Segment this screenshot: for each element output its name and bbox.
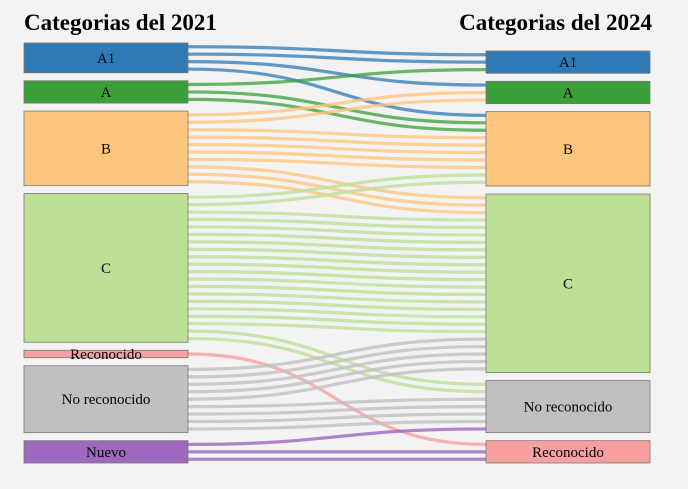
node-label: No reconocido	[62, 392, 151, 408]
flow-link	[187, 165, 487, 200]
node-label: C	[101, 261, 111, 277]
flow-link	[187, 367, 487, 401]
flow-link	[187, 352, 487, 386]
flow-link	[187, 322, 487, 334]
flow-link	[187, 90, 487, 125]
right-node-a1: A1	[485, 50, 651, 74]
flow-link	[187, 344, 487, 379]
flow-link	[187, 150, 487, 162]
node-label: B	[563, 142, 573, 158]
flow-link	[187, 292, 487, 304]
flow-link	[187, 412, 487, 424]
left-node-c: C	[23, 193, 189, 343]
flow-link	[187, 352, 487, 446]
flow-link	[187, 262, 487, 274]
node-rect	[485, 193, 651, 373]
node-label: B	[101, 141, 111, 157]
flow-link	[187, 314, 487, 326]
node-rect	[23, 42, 189, 74]
flow-link	[187, 180, 487, 207]
flow-link	[187, 173, 487, 199]
flow-link	[187, 397, 487, 409]
node-label: A1	[559, 55, 577, 71]
node-label: Reconocido	[532, 445, 604, 461]
flow-link	[187, 68, 487, 87]
node-label: A	[563, 85, 574, 101]
flow-link	[187, 98, 487, 124]
flow-link	[187, 52, 487, 64]
left-node-nuevo: Nuevo	[23, 440, 189, 464]
flow-link	[187, 157, 487, 170]
flow-link	[187, 359, 487, 394]
node-rect	[23, 349, 189, 359]
node-label: No reconocido	[524, 400, 613, 416]
node-label: A	[101, 85, 112, 101]
flow-link	[187, 329, 487, 386]
left-node-b: B	[23, 110, 189, 186]
left-node-a1: A1	[23, 42, 189, 74]
node-rect	[23, 193, 189, 343]
node-rect	[23, 365, 189, 434]
category-nodes: A1 A B C Reconocido No reconocido Nuevo A1 A B C No…	[23, 42, 651, 464]
left-column-title: Categorias del 2021	[24, 10, 217, 35]
right-node-a: A	[485, 80, 651, 105]
right-node-c: C	[485, 193, 651, 373]
node-label: C	[563, 276, 573, 292]
flow-link	[187, 128, 487, 140]
flow-link	[187, 180, 487, 215]
node-label: Nuevo	[86, 445, 126, 461]
flow-link	[187, 60, 487, 87]
node-rect	[23, 110, 189, 186]
flow-link	[187, 247, 487, 259]
flow-link	[187, 67, 487, 117]
left-node-reconocido: Reconocido	[23, 347, 189, 363]
flow-link	[187, 427, 487, 446]
node-rect	[485, 80, 651, 105]
node-rect	[23, 440, 189, 464]
flow-link	[187, 217, 487, 230]
flow-link	[187, 225, 487, 237]
left-node-no-reconocido: No reconocido	[23, 365, 189, 434]
flow-link	[187, 419, 487, 431]
node-label: Reconocido	[70, 347, 142, 363]
flow-link	[187, 232, 487, 244]
flow-link	[187, 172, 487, 207]
flow-link	[187, 337, 487, 372]
node-rect	[23, 80, 189, 104]
right-column-title: Categorias del 2024	[459, 10, 652, 35]
node-label: A1	[97, 51, 115, 67]
flow-link	[187, 135, 487, 147]
node-rect	[485, 380, 651, 434]
flow-link	[187, 210, 487, 222]
flow-link	[187, 45, 487, 57]
right-node-b: B	[485, 111, 651, 187]
flow-link	[187, 240, 487, 252]
flow-link	[187, 336, 487, 394]
node-rect	[485, 50, 651, 74]
flow-links	[187, 45, 487, 461]
node-rect	[485, 440, 651, 464]
node-rect	[485, 111, 651, 187]
right-node-reconocido: Reconocido	[485, 440, 651, 464]
left-node-a: A	[23, 80, 189, 104]
flow-link	[187, 142, 487, 155]
flow-link	[187, 277, 487, 289]
flow-link	[187, 284, 487, 297]
flow-link	[187, 307, 487, 319]
flow-link	[187, 299, 487, 311]
flow-link	[187, 270, 487, 282]
flow-link	[187, 405, 487, 416]
flow-link	[187, 90, 487, 117]
flow-link	[187, 97, 487, 132]
flow-link	[187, 255, 487, 267]
right-node-no-reconocido: No reconocido	[485, 380, 651, 434]
